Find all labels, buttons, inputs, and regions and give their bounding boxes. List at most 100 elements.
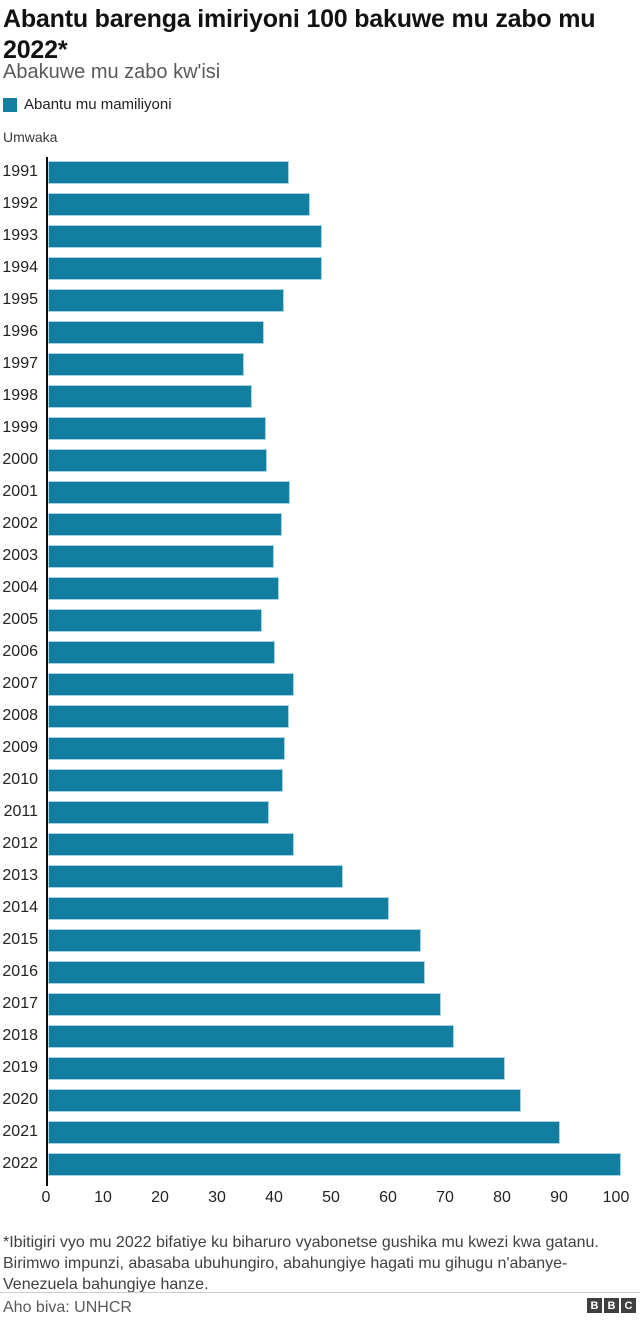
- bar-row: 1991: [0, 157, 640, 189]
- bar-1992: [48, 193, 310, 216]
- bar-2014: [48, 897, 389, 920]
- x-tick-label: 10: [94, 1189, 112, 1206]
- x-tick-label: 20: [151, 1189, 169, 1206]
- bar-row: 1992: [0, 189, 640, 221]
- y-axis-line: [46, 157, 48, 1186]
- bar-row: 2003: [0, 541, 640, 573]
- x-tick-label: 100: [602, 1189, 630, 1206]
- bar-row: 2001: [0, 477, 640, 509]
- year-label: 2012: [2, 835, 38, 852]
- year-label: 1991: [2, 163, 38, 180]
- x-tick-label: 30: [208, 1189, 226, 1206]
- year-label: 2008: [2, 707, 38, 724]
- bbc-logo-letter: C: [621, 1298, 636, 1313]
- bar-2007: [48, 673, 294, 696]
- footnote-line-2: Birimwo impunzi, abasaba ubuhungiro, aba…: [3, 1255, 568, 1272]
- bar-chart: 1991 1992 1993 1994 1995 1996 1997 1998 1999 2000…: [0, 157, 640, 1181]
- bar-row: 2018: [0, 1021, 640, 1053]
- bar-row: 1997: [0, 349, 640, 381]
- bar-2019: [48, 1057, 505, 1080]
- bar-2011: [48, 801, 269, 824]
- bar-2017: [48, 993, 441, 1016]
- bar-2008: [48, 705, 289, 728]
- bar-row: 2013: [0, 861, 640, 893]
- year-label: 1995: [2, 291, 38, 308]
- year-label: 2014: [2, 899, 38, 916]
- bar-2021: [48, 1121, 560, 1144]
- footer-divider: [0, 1292, 640, 1293]
- year-label: 2004: [2, 579, 38, 596]
- bar-row: 2020: [0, 1085, 640, 1117]
- year-label: 2011: [3, 803, 38, 820]
- x-tick-label: 90: [550, 1189, 568, 1206]
- bar-row: 1996: [0, 317, 640, 349]
- bar-1997: [48, 353, 244, 376]
- bar-row: 2007: [0, 669, 640, 701]
- bar-2012: [48, 833, 294, 856]
- bar-2022: [48, 1153, 621, 1176]
- bar-row: 2014: [0, 893, 640, 925]
- bar-2020: [48, 1089, 521, 1112]
- year-label: 2020: [2, 1091, 38, 1108]
- year-label: 2001: [2, 483, 38, 500]
- bar-row: 1994: [0, 253, 640, 285]
- legend-swatch-icon: [3, 97, 17, 112]
- year-label: 1993: [2, 227, 38, 244]
- year-label: 2006: [2, 643, 38, 660]
- year-label: 2013: [2, 867, 38, 884]
- x-tick-label: 40: [265, 1189, 283, 1206]
- footnote-line-3: Venezuela bahungiye hanze.: [3, 1276, 209, 1293]
- bar-2004: [48, 577, 279, 600]
- year-label: 1994: [2, 259, 38, 276]
- year-label: 1998: [2, 387, 38, 404]
- bbc-logo-letter: B: [587, 1298, 602, 1313]
- bar-2016: [48, 961, 425, 984]
- chart-subtitle: Abakuwe mu zabo kw'isi: [3, 61, 221, 83]
- bar-row: 2016: [0, 957, 640, 989]
- bar-row: 1998: [0, 381, 640, 413]
- year-label: 2022: [2, 1155, 38, 1172]
- year-label: 1992: [2, 195, 38, 212]
- bar-2002: [48, 513, 282, 536]
- year-label: 2002: [2, 515, 38, 532]
- year-label: 2017: [2, 995, 38, 1012]
- bar-row: 2017: [0, 989, 640, 1021]
- bar-row: 2022: [0, 1149, 640, 1181]
- y-axis-title: Umwaka: [3, 129, 58, 145]
- bar-row: 2021: [0, 1117, 640, 1149]
- page-title-line-1: Abantu barenga imiriyoni 100 bakuwe mu z…: [3, 5, 596, 33]
- footnote: *Ibitigiri vyo mu 2022 bifatiye ku bihar…: [3, 1232, 623, 1295]
- bar-row: 2009: [0, 733, 640, 765]
- bar-2003: [48, 545, 274, 568]
- bar-2001: [48, 481, 290, 504]
- bar-2006: [48, 641, 275, 664]
- page-title-line-2: 2022*: [3, 36, 68, 64]
- bar-row: 2015: [0, 925, 640, 957]
- bar-1996: [48, 321, 264, 344]
- bar-2009: [48, 737, 285, 760]
- bar-row: 2011: [0, 797, 640, 829]
- year-label: 1997: [2, 355, 38, 372]
- page-title: Abantu barenga imiriyoni 100 bakuwe mu z…: [3, 4, 623, 66]
- footnote-line-1: *Ibitigiri vyo mu 2022 bifatiye ku bihar…: [3, 1234, 599, 1251]
- bar-1991: [48, 161, 289, 184]
- bar-row: 2004: [0, 573, 640, 605]
- bar-row: 2012: [0, 829, 640, 861]
- year-label: 1999: [2, 419, 38, 436]
- bar-row: 1999: [0, 413, 640, 445]
- year-label: 2019: [2, 1059, 38, 1076]
- bar-1998: [48, 385, 252, 408]
- bar-row: 2019: [0, 1053, 640, 1085]
- x-tick-label: 50: [322, 1189, 340, 1206]
- bar-2000: [48, 449, 267, 472]
- year-label: 2010: [2, 771, 38, 788]
- year-label: 2021: [2, 1123, 38, 1140]
- year-label: 2003: [2, 547, 38, 564]
- bar-1995: [48, 289, 284, 312]
- year-label: 2009: [2, 739, 38, 756]
- year-label: 2018: [2, 1027, 38, 1044]
- bar-row: 1995: [0, 285, 640, 317]
- legend: Abantu mu mamiliyoni: [3, 96, 172, 113]
